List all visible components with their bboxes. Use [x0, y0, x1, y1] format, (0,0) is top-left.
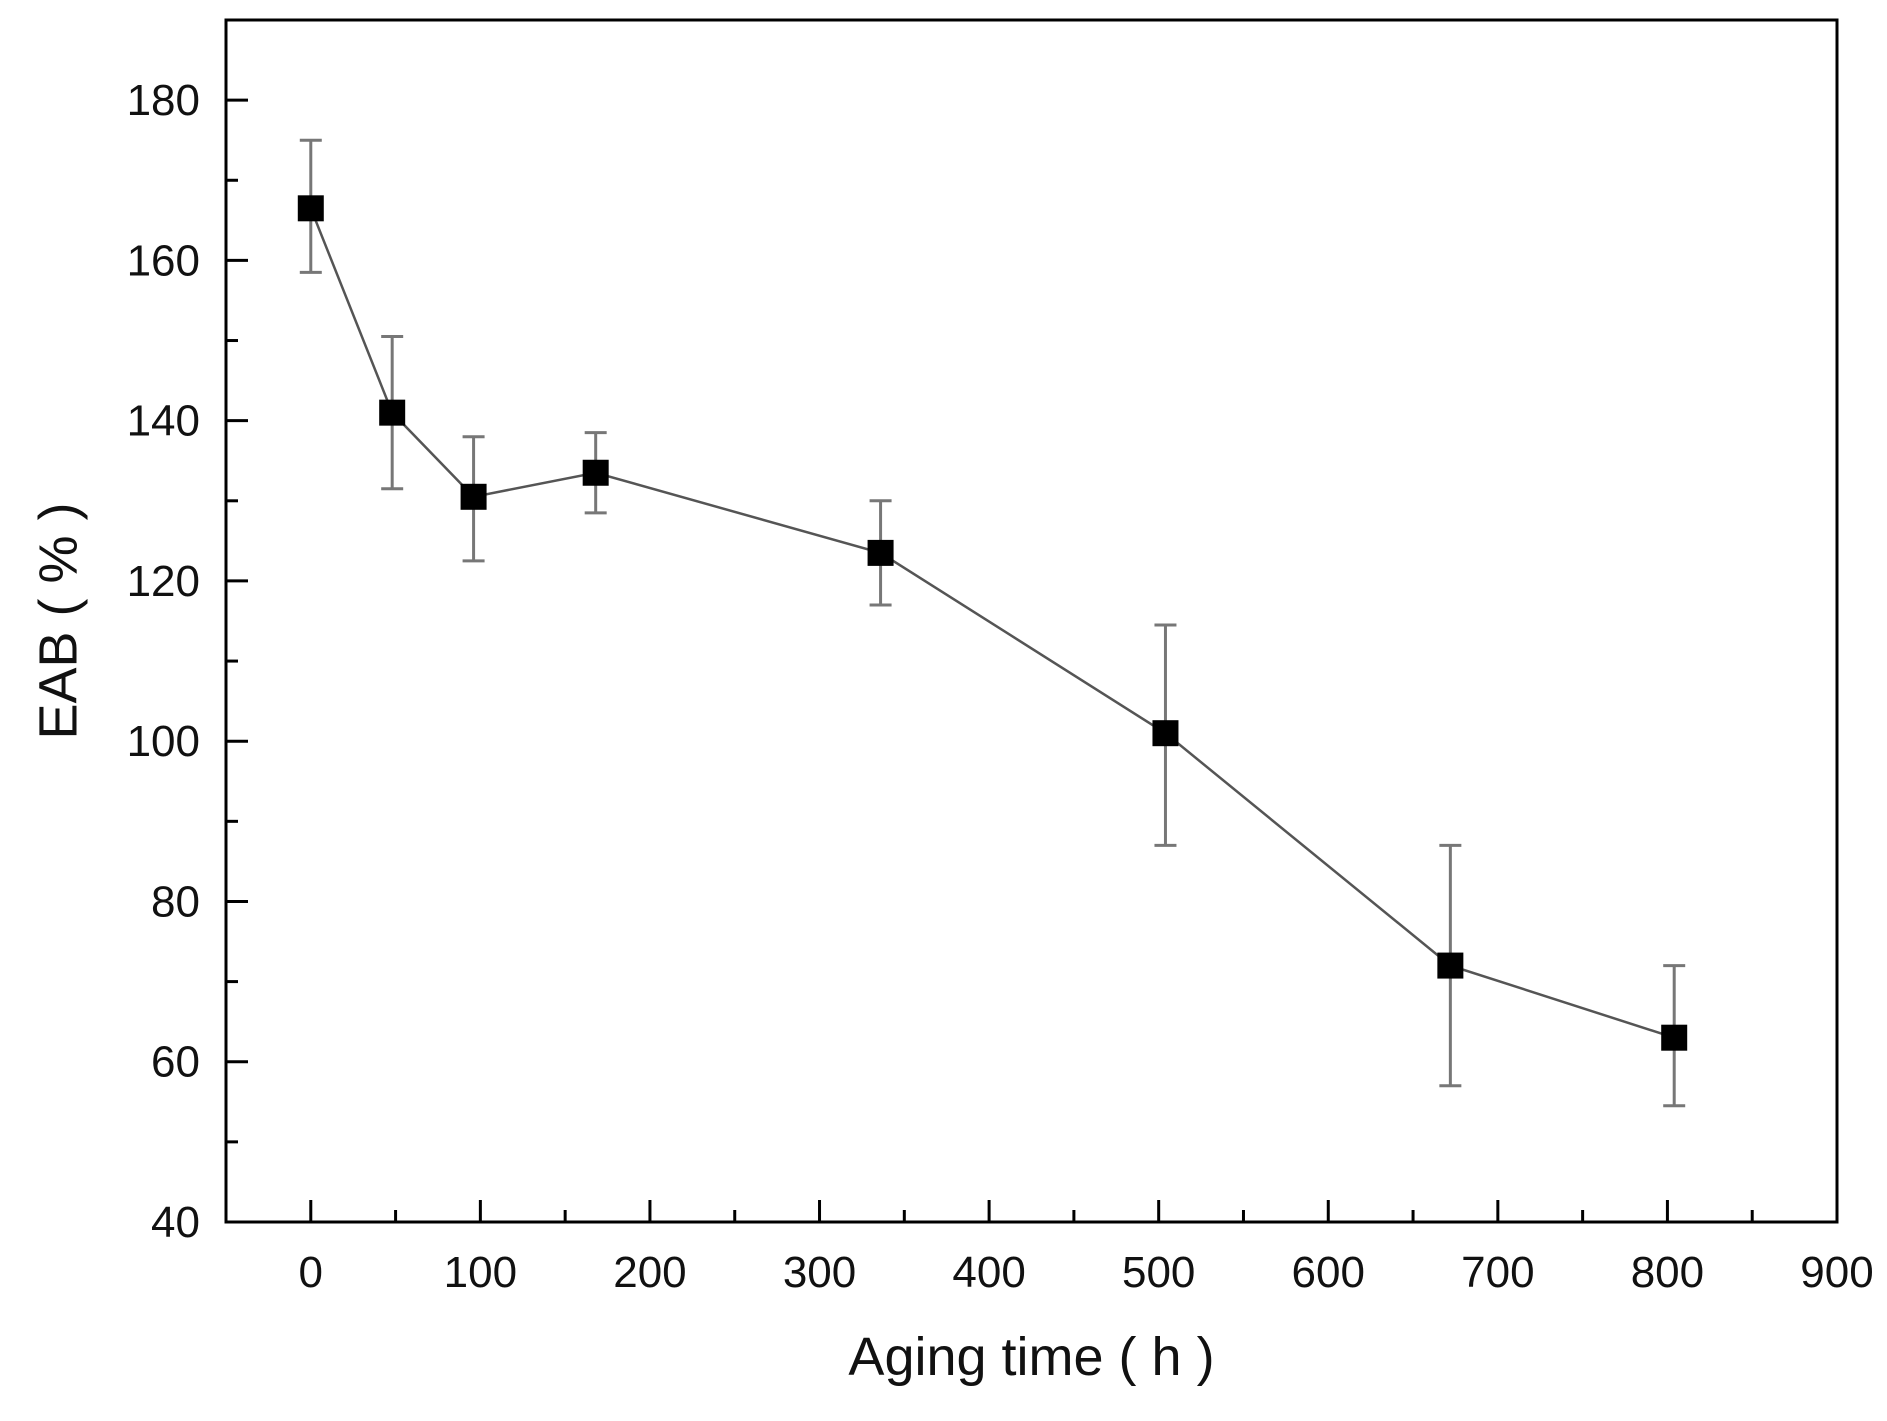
x-tick-label: 200 [613, 1248, 686, 1297]
x-tick-label: 700 [1461, 1248, 1534, 1297]
y-axis-tick-labels: 40 60 80 100 120 140 160 180 [127, 76, 200, 1247]
x-tick-label: 400 [952, 1248, 1025, 1297]
x-tick-label: 100 [444, 1248, 517, 1297]
y-tick-label: 80 [151, 877, 200, 926]
y-tick-label: 180 [127, 76, 200, 125]
x-axis-tick-labels: 0 100 200 300 400 500 600 700 800 900 [299, 1248, 1874, 1297]
x-tick-label: 600 [1292, 1248, 1365, 1297]
data-point-marker [1661, 1024, 1688, 1051]
data-point-marker [1437, 952, 1464, 979]
series-line [309, 207, 1675, 1039]
data-point-marker [582, 459, 609, 486]
data-markers [297, 195, 1688, 1051]
y-tick-label: 160 [127, 236, 200, 285]
series-line-group [309, 207, 1675, 1039]
x-tick-label: 800 [1631, 1248, 1704, 1297]
y-tick-label: 40 [151, 1198, 200, 1247]
x-axis-title: Aging time ( h ) [848, 1327, 1214, 1387]
y-axis-ticks [226, 18, 248, 1224]
x-tick-label: 300 [783, 1248, 856, 1297]
x-axis-ticks [224, 1200, 1839, 1222]
data-point-marker [379, 399, 406, 426]
plot-frame [224, 18, 1839, 1224]
y-tick-label: 120 [127, 557, 200, 606]
y-tick-label: 140 [127, 397, 200, 446]
y-tick-label: 60 [151, 1038, 200, 1087]
data-point-marker [297, 195, 324, 222]
y-tick-label: 100 [127, 717, 200, 766]
x-tick-label: 0 [299, 1248, 323, 1297]
data-point-marker [460, 483, 487, 510]
x-tick-label: 900 [1800, 1248, 1873, 1297]
data-point-marker [867, 539, 894, 566]
x-tick-label: 500 [1122, 1248, 1195, 1297]
y-axis-title: EAB ( % ) [28, 502, 88, 739]
data-point-marker [1152, 720, 1179, 747]
